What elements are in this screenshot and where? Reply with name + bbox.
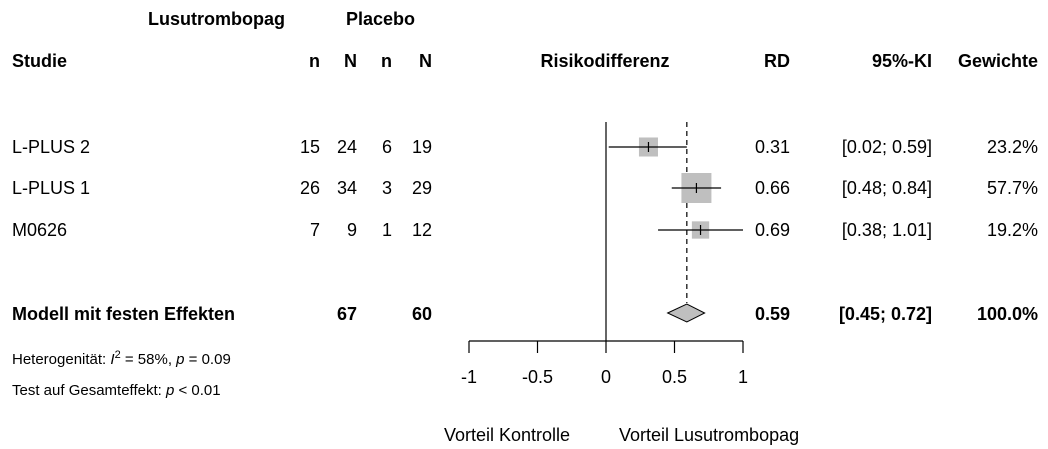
study-N-treatment: 34 [336, 178, 357, 198]
study-N-treatment: 24 [336, 137, 357, 157]
pooled-weight: 100.0% [976, 304, 1038, 324]
study-name: L-PLUS 1 [12, 178, 91, 198]
study-weight: 19.2% [986, 220, 1038, 240]
heterogeneity-text: Heterogenität: I2 = 58%, p = 0.09 [12, 349, 231, 368]
overall-test-text: Test auf Gesamteffekt: p < 0.01 [12, 382, 221, 399]
group-header-control: Placebo [346, 9, 416, 29]
study-n-treatment: 26 [299, 178, 320, 198]
x-axis-tick-label: 1 [738, 367, 748, 387]
study-name: L-PLUS 2 [12, 137, 91, 157]
study-n-control: 1 [381, 220, 392, 240]
axis-label-left: Vorteil Kontrolle [444, 425, 571, 445]
study-ci: [0.38; 1.01] [841, 220, 932, 240]
study-N-treatment: 9 [346, 220, 357, 240]
study-rd: 0.66 [754, 178, 790, 198]
pooled-diamond [666, 303, 706, 323]
study-ci: [0.48; 0.84] [841, 178, 932, 198]
axis-label-right: Vorteil Lusutrombopag [619, 425, 800, 445]
col-header-N-treatment: N [344, 51, 357, 71]
pooled-N-control: 60 [411, 304, 432, 324]
pooled-rd: 0.59 [754, 304, 790, 324]
col-header-ci: 95%-KI [871, 51, 932, 71]
col-header-rd: RD [764, 51, 790, 71]
col-header-N-control: N [419, 51, 432, 71]
study-name: M0626 [12, 220, 68, 240]
col-header-risk-difference: Risikodifferenz [540, 51, 670, 71]
study-rd: 0.69 [754, 220, 790, 240]
study-N-control: 29 [411, 178, 432, 198]
study-n-control: 6 [381, 137, 392, 157]
col-header-weight: Gewichte [957, 51, 1038, 71]
col-header-study: Studie [12, 51, 68, 71]
col-header-n-control: n [381, 51, 392, 71]
x-axis-tick-label: -1 [461, 367, 477, 387]
study-N-control: 19 [411, 137, 432, 157]
study-rd: 0.31 [754, 137, 790, 157]
study-N-control: 12 [411, 220, 432, 240]
study-n-treatment: 15 [299, 137, 320, 157]
study-n-control: 3 [381, 178, 392, 198]
study-weight: 57.7% [986, 178, 1038, 198]
pooled-ci: [0.45; 0.72] [838, 304, 932, 324]
x-axis-tick-label: 0 [601, 367, 611, 387]
x-axis-tick-label: 0.5 [662, 367, 687, 387]
study-ci: [0.02; 0.59] [841, 137, 932, 157]
study-n-treatment: 7 [309, 220, 320, 240]
col-header-n-treatment: n [309, 51, 320, 71]
study-weight: 23.2% [986, 137, 1038, 157]
pooled-label: Modell mit festen Effekten [12, 304, 236, 324]
pooled-N-treatment: 67 [336, 304, 357, 324]
x-axis-tick-label: -0.5 [522, 367, 553, 387]
group-header-treatment: Lusutrombopag [148, 9, 285, 29]
